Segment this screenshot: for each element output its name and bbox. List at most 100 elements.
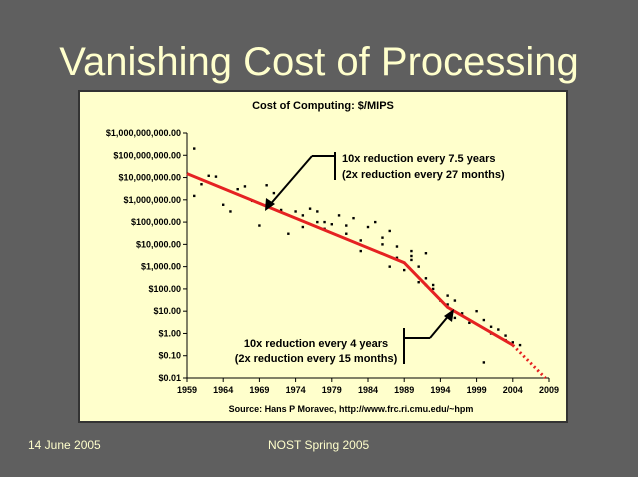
annotation-bottom-arrowhead [444, 309, 454, 322]
y-tick-label: $10.00 [153, 306, 181, 316]
data-point [330, 223, 333, 226]
data-point [431, 287, 435, 291]
data-point [511, 341, 514, 344]
footer-event: NOST Spring 2005 [268, 438, 370, 452]
cost-chart: Cost of Computing: $/MIPS $1,000,000,000… [106, 100, 559, 414]
trend-line [186, 172, 547, 380]
data-point [207, 174, 210, 177]
data-point [410, 254, 413, 258]
data-point [381, 236, 384, 239]
annotation-top-arrowhead [265, 198, 275, 211]
data-point [352, 216, 355, 220]
footer-date: 14 June 2005 [28, 438, 101, 452]
annotation-bottom: 10x reduction every 4 years (2x reductio… [235, 309, 454, 365]
data-point [497, 328, 500, 331]
data-point [395, 256, 399, 259]
trend-line-solid [186, 172, 514, 347]
slide-title: Vanishing Cost of Processing [59, 40, 579, 84]
annotation-bottom-line-1: 10x reduction every 4 years [244, 338, 388, 350]
x-tick-label: 1959 [177, 385, 197, 395]
data-point [453, 316, 457, 320]
data-point [214, 175, 218, 178]
data-point [388, 229, 391, 233]
data-point [301, 214, 305, 217]
data-point [417, 281, 420, 284]
x-tick-label: 1999 [467, 385, 487, 395]
data-point [359, 249, 362, 253]
data-point [359, 239, 362, 242]
annotation-top: 10x reduction every 7.5 years (2x reduct… [265, 152, 505, 211]
y-tick-label: $10,000.00 [136, 239, 181, 249]
data-point [345, 224, 348, 227]
annotation-top-arrow [267, 155, 313, 208]
data-point [424, 252, 428, 255]
data-point [468, 321, 471, 325]
x-axis-ticks: 1959 1964 1969 1974 1979 1984 1989 1994 1999 2004… [177, 378, 559, 395]
data-point [316, 220, 319, 224]
data-point [417, 265, 420, 268]
data-point [222, 203, 225, 206]
x-tick-label: 1984 [358, 385, 378, 395]
data-point [460, 312, 464, 315]
y-tick-label: $100.00 [148, 284, 181, 294]
x-tick-label: 1969 [249, 385, 269, 395]
data-point [265, 184, 268, 187]
data-point [236, 187, 239, 191]
data-point [308, 207, 312, 210]
data-point [272, 191, 276, 195]
data-point [410, 258, 413, 262]
annotation-top-line-1: 10x reduction every 7.5 years [342, 153, 495, 165]
data-point [482, 318, 486, 322]
data-point [381, 243, 384, 246]
annotation-bottom-arrow [429, 313, 451, 339]
y-tick-label: $1,000,000,000.00 [106, 128, 181, 138]
x-tick-label: 1994 [430, 385, 450, 395]
x-tick-label: 1989 [394, 385, 414, 395]
y-tick-label: $10,000,000.00 [118, 173, 181, 183]
data-point [294, 210, 297, 213]
data-point [345, 232, 348, 235]
data-point [301, 225, 305, 229]
y-tick-label: $1,000.00 [141, 262, 181, 272]
data-point [337, 214, 341, 217]
data-point [410, 249, 413, 253]
data-point [395, 245, 399, 248]
data-point [200, 183, 203, 186]
y-axis-ticks: $1,000,000,000.00 $100,000,000.00 $10,000,… [106, 128, 187, 383]
data-point [388, 265, 391, 268]
annotation-top-bracket [312, 152, 336, 180]
data-point [504, 334, 507, 337]
data-point [489, 325, 493, 328]
y-tick-label: $0.01 [158, 373, 181, 383]
annotation-top-line-2: (2x reduction every 27 months) [342, 169, 505, 181]
x-tick-label: 1974 [286, 385, 306, 395]
y-tick-label: $100,000,000.00 [113, 150, 181, 160]
data-point [279, 208, 283, 212]
annotation-bottom-line-2: (2x reduction every 15 months) [235, 353, 398, 365]
chart-title: Cost of Computing: $/MIPS [252, 100, 394, 112]
data-point [446, 294, 449, 297]
y-tick-label: $1.00 [158, 328, 181, 338]
y-tick-label: $100,000.00 [131, 217, 181, 227]
data-point [193, 194, 196, 198]
data-point [403, 268, 406, 272]
data-point [374, 220, 377, 224]
data-point [424, 277, 428, 280]
y-tick-label: $0.10 [158, 351, 181, 361]
annotation-bottom-bracket [403, 328, 430, 364]
data-point [446, 303, 449, 306]
data-point [243, 185, 247, 188]
data-point [475, 309, 478, 313]
data-point [366, 225, 370, 229]
data-point [287, 232, 290, 235]
chart-source: Source: Hans P Moravec, http://www.frc.r… [229, 404, 474, 414]
x-tick-label: 2009 [539, 385, 559, 395]
data-point [229, 210, 232, 213]
y-tick-label: $1,000,000.00 [123, 195, 181, 205]
data-point [482, 361, 486, 364]
data-point [453, 299, 457, 302]
data-point [316, 210, 319, 213]
x-tick-label: 2004 [503, 385, 523, 395]
data-point [431, 283, 435, 287]
chart-frame: Cost of Computing: $/MIPS $1,000,000,000… [78, 90, 568, 423]
